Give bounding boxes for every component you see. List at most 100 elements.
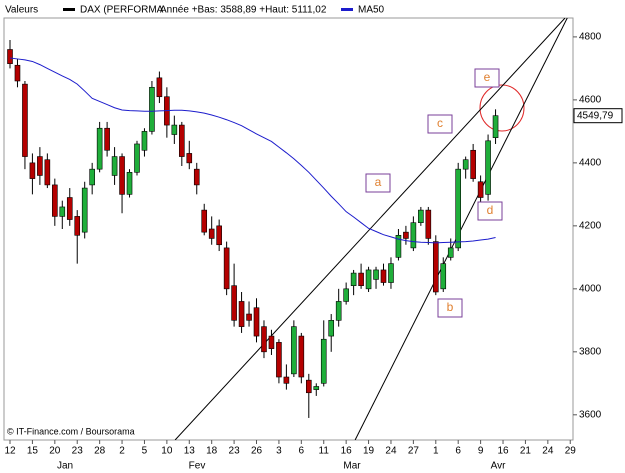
candle-body (89, 168, 95, 186)
candle-body (403, 231, 409, 239)
y-tick-label: 4400 (579, 158, 602, 169)
trend-line (354, 18, 568, 440)
candle-body (335, 301, 342, 321)
candle-body (462, 159, 469, 170)
x-tick-label: 12 (4, 446, 16, 457)
candle-body (59, 206, 66, 217)
candle-body (223, 247, 230, 290)
candle-body (238, 301, 245, 327)
x-tick-label: 2 (119, 446, 125, 457)
annotation-box (477, 201, 503, 221)
highlight-circle (479, 84, 525, 132)
candle-body (276, 342, 282, 378)
candle-body (440, 263, 447, 290)
annotation: d (487, 203, 494, 217)
candle-body (171, 124, 178, 135)
candle-body (134, 143, 140, 173)
candle-body (418, 209, 424, 224)
x-tick-label: 5 (142, 446, 148, 457)
candle-body (119, 156, 125, 195)
y-tick-label: 4800 (579, 32, 602, 43)
candle-body (291, 326, 297, 375)
candle-body (66, 197, 73, 220)
candle-body (111, 156, 118, 176)
candle-body (44, 159, 51, 186)
legend-swatch (341, 8, 353, 11)
candle-body (246, 313, 252, 321)
candle-body (201, 209, 208, 233)
candle-body (432, 241, 439, 293)
candle-body (455, 168, 462, 249)
candle-body (477, 181, 484, 198)
annotation: e (484, 70, 491, 84)
y-tick-label: 3600 (579, 409, 602, 420)
candle-body (141, 131, 148, 151)
candle-body (380, 269, 387, 283)
candle-body (22, 83, 28, 157)
last-value-label: 4549,79 (577, 110, 614, 121)
x-tick-label: 23 (229, 446, 241, 457)
x-tick-label: 13 (184, 446, 196, 457)
x-tick-label: 23 (72, 446, 84, 457)
candle-body (470, 149, 476, 179)
x-tick-label: 15 (27, 446, 39, 457)
x-tick-label: 3 (276, 446, 282, 457)
candle-body (52, 184, 58, 217)
x-tick-label: 29 (565, 446, 577, 457)
candle-body (29, 162, 36, 179)
candle-body (261, 326, 267, 353)
candle-body (373, 269, 379, 280)
y-tick-label: 4000 (579, 283, 602, 294)
x-tick-label: 20 (49, 446, 61, 457)
candle-body (447, 247, 454, 258)
candle-body (7, 49, 13, 64)
candle-body (395, 234, 402, 258)
x-tick-label: 16 (341, 446, 353, 457)
candle-body (343, 288, 349, 302)
plot-area (3, 17, 574, 441)
x-tick-label: 1 (433, 446, 439, 457)
last-value-tag (573, 108, 623, 124)
candle-body (298, 335, 305, 378)
month-label: Fev (189, 461, 206, 472)
candle-body (37, 156, 43, 176)
candle-body (81, 187, 88, 233)
annotation-box (474, 68, 500, 88)
x-tick-label: 28 (94, 446, 106, 457)
month-label: Mar (343, 461, 361, 472)
candle-body (149, 86, 155, 132)
candle-body (216, 225, 222, 246)
candle-body (74, 216, 81, 236)
candle-body (186, 153, 193, 164)
month-label: Jan (57, 461, 73, 472)
x-tick-label: 26 (251, 446, 263, 457)
x-tick-label: 27 (408, 446, 420, 457)
candle-body (156, 77, 163, 98)
candle-body (104, 127, 110, 151)
candle-body (14, 64, 21, 82)
annotation-box (427, 114, 453, 134)
y-tick-label: 3800 (579, 346, 602, 357)
x-tick-label: 11 (319, 446, 330, 457)
annotation-box (437, 298, 463, 318)
x-tick-label: 24 (385, 446, 397, 457)
candle-body (492, 115, 499, 138)
annotation-box (365, 173, 391, 193)
candle-body (313, 386, 320, 390)
candle-body (425, 209, 432, 239)
y-tick-label: 4600 (579, 95, 602, 106)
candle-body (208, 228, 215, 239)
y-tick-label: 4200 (579, 220, 602, 231)
month-label: Avr (491, 461, 506, 472)
candle-body (96, 127, 103, 170)
x-tick-label: 21 (520, 446, 532, 457)
legend-label: DAX (PERFORMA (80, 5, 164, 16)
x-tick-label: 16 (497, 446, 509, 457)
candle-body (126, 172, 133, 195)
chart-title: Valeurs (5, 5, 38, 16)
plot-layer (7, 18, 568, 440)
candle-body (350, 272, 357, 286)
candle-body (268, 335, 275, 349)
candle-body (328, 320, 335, 337)
candle-body (231, 285, 237, 321)
